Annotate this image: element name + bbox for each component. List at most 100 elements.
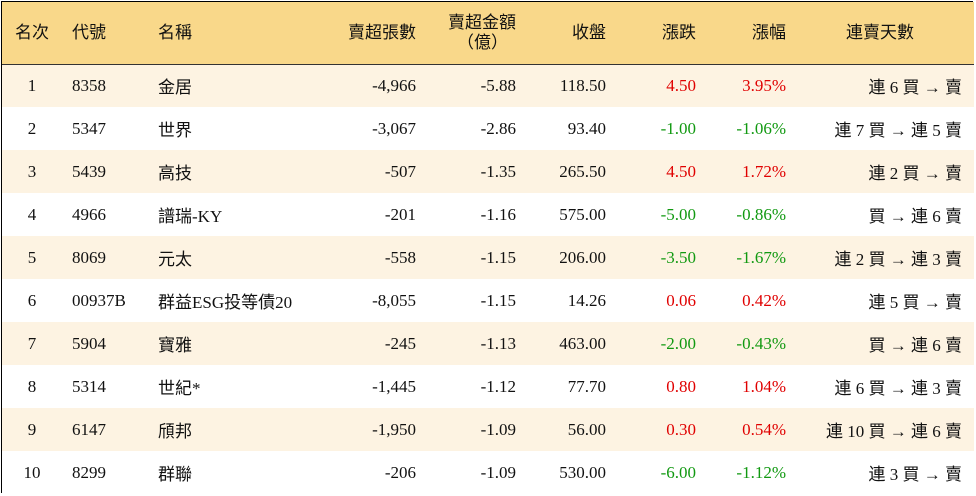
rank-cell: 8 (27, 376, 37, 396)
table-body: 1 8358 金居 -4,966 -5.88 118.50 4.50 3.95% 連 6 買 →… (2, 64, 974, 494)
col-header-name: 名稱 (158, 22, 192, 42)
name-cell: 頎邦 (158, 422, 192, 441)
table-row: 9 6147 頎邦 -1,950 -1.09 56.00 0.30 0.54% 連 10 買 →… (2, 408, 974, 451)
streak-cell: 連 2 買 → 賣 (868, 164, 963, 183)
code-cell: 5439 (72, 161, 106, 181)
rank-cell: 2 (27, 118, 37, 138)
rank-cell: 4 (27, 204, 37, 224)
col-header-streak: 連賣天數 (846, 22, 914, 42)
col-header-net-sell-shares: 賣超張數 (348, 22, 416, 42)
net-sell-amount-cell: -2.86 (480, 118, 516, 138)
name-cell: 世紀* (158, 379, 201, 398)
net-sell-amount-cell: -1.13 (480, 333, 516, 353)
net-sell-shares-cell: -8,055 (372, 290, 416, 310)
table-row: 1 8358 金居 -4,966 -5.88 118.50 4.50 3.95% 連 6 買 →… (2, 64, 974, 107)
code-cell: 4966 (72, 204, 106, 224)
close-cell: 206.00 (559, 247, 606, 267)
code-cell: 00937B (72, 290, 126, 310)
table-row: 10 8299 群聯 -206 -1.09 530.00 -6.00 -1.12% 連 3 買 … (2, 451, 974, 494)
close-cell: 56.00 (567, 419, 606, 439)
col-header-close: 收盤 (572, 22, 606, 42)
net-sell-shares-cell: -558 (384, 247, 416, 267)
change-cell: 4.50 (666, 161, 696, 181)
code-cell: 8299 (72, 462, 106, 482)
change-cell: 4.50 (666, 75, 696, 95)
close-cell: 265.50 (559, 161, 606, 181)
name-cell: 譜瑞-KY (158, 207, 223, 226)
table-row: 7 5904 寶雅 -245 -1.13 463.00 -2.00 -0.43% 買 → 連 6… (2, 322, 974, 365)
net-sell-shares-cell: -1,950 (372, 419, 416, 439)
net-sell-amount-cell: -1.16 (480, 204, 516, 224)
close-cell: 77.70 (567, 376, 606, 396)
net-sell-shares-cell: -4,966 (372, 75, 416, 95)
net-sell-shares-cell: -3,067 (372, 118, 416, 138)
rank-cell: 6 (27, 290, 37, 310)
net-sell-shares-cell: -507 (384, 161, 416, 181)
name-cell: 金居 (158, 78, 192, 98)
code-cell: 5347 (72, 118, 106, 138)
col-header-change: 漲跌 (662, 22, 696, 42)
name-cell: 寶雅 (158, 336, 192, 355)
net-sell-shares-cell: -201 (384, 204, 416, 224)
col-header-change-pct: 漲幅 (752, 22, 786, 42)
net-sell-amount-cell: -1.09 (480, 419, 516, 439)
streak-cell: 連 5 買 → 賣 (868, 293, 963, 312)
change-pct-cell: -0.43% (736, 333, 786, 353)
rank-cell: 10 (23, 462, 41, 482)
change-pct-cell: -1.06% (736, 118, 786, 138)
net-sell-shares-cell: -1,445 (372, 376, 416, 396)
close-cell: 575.00 (559, 204, 606, 224)
change-pct-cell: -1.12% (736, 462, 786, 482)
name-cell: 高技 (158, 164, 192, 183)
close-cell: 93.40 (567, 118, 606, 138)
net-sell-amount-cell: -1.12 (480, 376, 516, 396)
code-cell: 8069 (72, 247, 106, 267)
header-row: 名次 代號 名稱 賣超張數 賣超金額 （億） 收盤 漲跌 漲幅 連賣天數 (2, 2, 974, 64)
close-cell: 118.50 (559, 75, 606, 95)
change-pct-cell: 1.72% (742, 161, 786, 181)
streak-cell: 連 6 買 → 連 3 賣 (834, 379, 963, 398)
change-cell: -2.00 (660, 333, 696, 353)
rank-cell: 9 (27, 419, 37, 439)
table-row: 3 5439 高技 -507 -1.35 265.50 4.50 1.72% 連 2 買 → 賣 (2, 150, 974, 193)
streak-cell: 連 3 買 → 賣 (868, 465, 963, 484)
streak-cell: 連 6 買 → 賣 (868, 78, 963, 98)
close-cell: 14.26 (567, 290, 606, 310)
col-header-net-sell-amount-line2: （億） (457, 32, 508, 52)
change-pct-cell: 0.42% (742, 290, 786, 310)
code-cell: 5904 (72, 333, 106, 353)
net-sell-shares-cell: -245 (384, 333, 416, 353)
name-cell: 群益ESG投等債20 (158, 293, 293, 312)
close-cell: 530.00 (559, 462, 606, 482)
change-cell: -6.00 (660, 462, 696, 482)
change-pct-cell: 3.95% (742, 75, 786, 95)
rank-cell: 1 (27, 75, 37, 95)
streak-cell: 買 → 連 6 賣 (868, 207, 963, 226)
code-cell: 6147 (72, 419, 106, 439)
rank-cell: 3 (27, 161, 37, 181)
col-header-rank: 名次 (15, 22, 49, 42)
change-pct-cell: 0.54% (742, 419, 786, 439)
net-sell-shares-cell: -206 (384, 462, 416, 482)
table-row: 2 5347 世界 -3,067 -2.86 93.40 -1.00 -1.06% 連 7 買 … (2, 107, 974, 150)
col-header-net-sell-amount-line1: 賣超金額 (448, 12, 516, 32)
code-cell: 5314 (72, 376, 106, 396)
change-pct-cell: 1.04% (742, 376, 786, 396)
change-cell: -1.00 (660, 118, 696, 138)
streak-cell: 連 2 買 → 連 3 賣 (834, 250, 963, 269)
change-cell: 0.30 (666, 419, 696, 439)
change-pct-cell: -1.67% (736, 247, 786, 267)
close-cell: 463.00 (559, 333, 606, 353)
net-sell-amount-cell: -5.88 (480, 75, 516, 95)
code-cell: 8358 (72, 75, 106, 95)
col-header-net-sell-amount: 賣超金額 （億） (416, 2, 516, 64)
streak-cell: 買 → 連 6 賣 (868, 336, 963, 355)
change-cell: 0.80 (666, 376, 696, 396)
name-cell: 元太 (158, 250, 192, 269)
change-cell: 0.06 (666, 290, 696, 310)
net-sell-amount-cell: -1.09 (480, 462, 516, 482)
table-row: 5 8069 元太 -558 -1.15 206.00 -3.50 -1.67% 連 2 買 →… (2, 236, 974, 279)
col-header-code: 代號 (72, 22, 106, 42)
